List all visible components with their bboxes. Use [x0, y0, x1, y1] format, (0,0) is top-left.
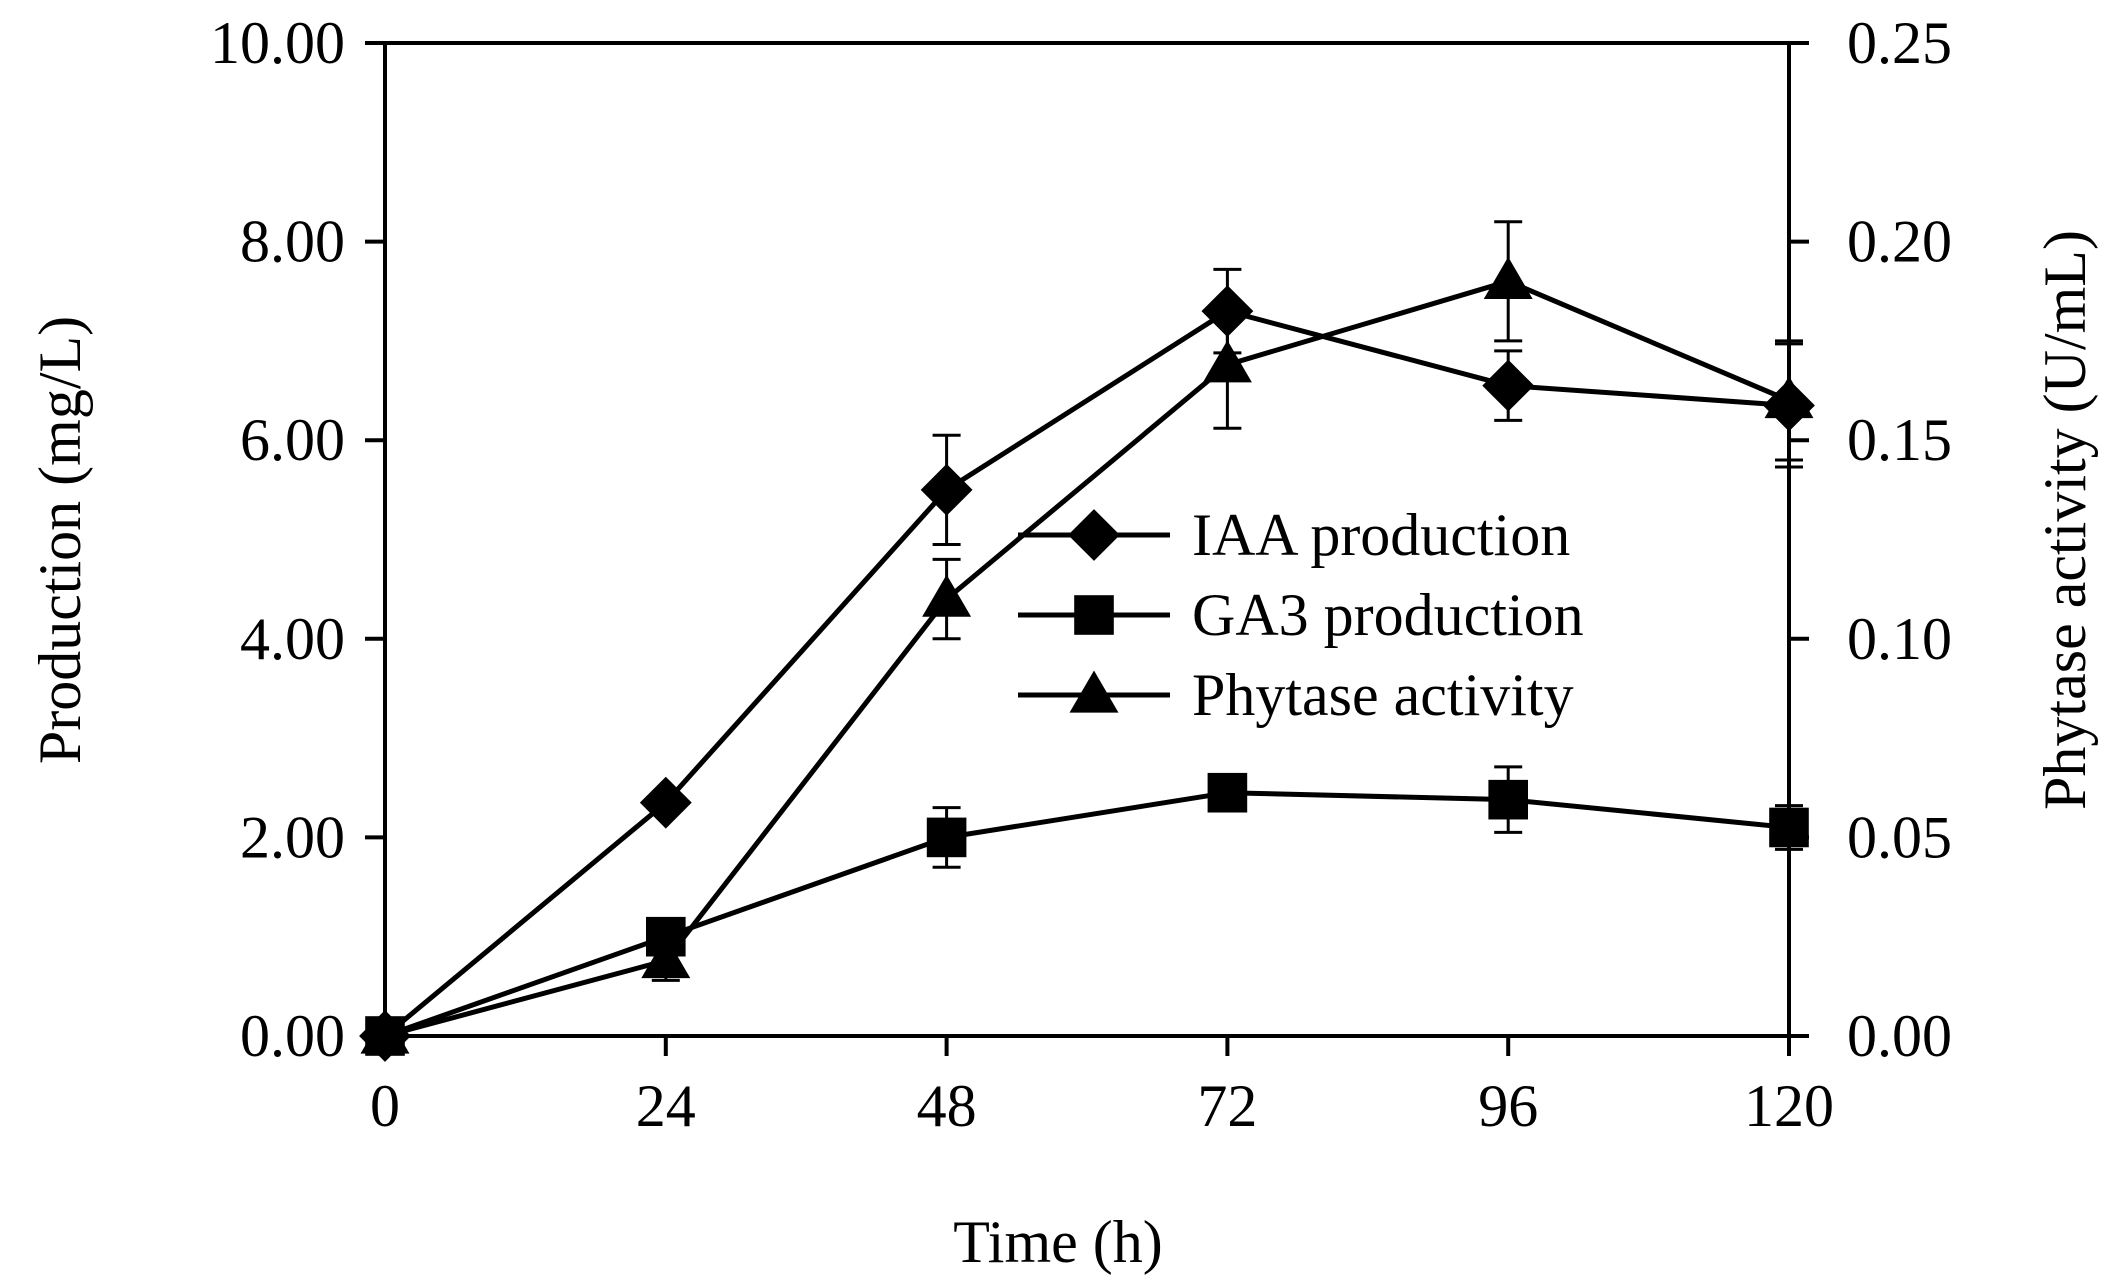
legend-item: IAA production: [1018, 502, 1570, 568]
series-iaa-production: [359, 267, 1815, 1062]
legend: IAA production GA3 production Phytase acti…: [1018, 502, 1584, 728]
legend-marker: [1074, 595, 1114, 635]
data-point: [639, 776, 692, 829]
y-tick-label: 0.00: [240, 1003, 345, 1069]
x-tick-label: 0: [370, 1073, 400, 1139]
y2-axis-label: Phytase activity (U/mL): [2032, 230, 2098, 810]
y2-tick-label: 0.20: [1847, 209, 1952, 275]
axis-ticks: 0 24 48 72 96 1200.002.004.006.008.0010.000.0…: [210, 10, 1952, 1139]
legend-marker: [1069, 670, 1119, 713]
series-phytase-activity: [360, 220, 1814, 1054]
series-line: [384, 278, 1790, 1039]
legend-marker: [1068, 509, 1120, 561]
x-tick-label: 48: [917, 1073, 977, 1139]
x-axis-label: Time (h): [953, 1209, 1162, 1275]
y-tick-label: 2.00: [240, 804, 345, 870]
data-point: [920, 463, 973, 516]
data-point: [926, 817, 967, 858]
x-tick-label: 24: [636, 1073, 696, 1139]
y-tick-label: 4.00: [240, 606, 345, 672]
data-point: [1202, 340, 1252, 383]
data-point: [1769, 807, 1809, 848]
y2-tick-label: 0.25: [1847, 10, 1952, 76]
y2-tick-label: 0.00: [1847, 1003, 1952, 1069]
y-tick-label: 10.00: [210, 10, 345, 76]
x-tick-label: 120: [1744, 1073, 1834, 1139]
y-tick-label: 8.00: [240, 209, 345, 275]
y2-tick-label: 0.10: [1847, 606, 1952, 672]
data-point: [1207, 772, 1248, 813]
legend-item: GA3 production: [1018, 582, 1584, 648]
y2-tick-label: 0.05: [1847, 804, 1952, 870]
y2-tick-label: 0.15: [1847, 407, 1952, 473]
data-point: [1488, 779, 1528, 820]
series-ga3-production: [365, 765, 1809, 1056]
x-tick-label: 72: [1197, 1073, 1257, 1139]
legend-label: IAA production: [1192, 502, 1570, 568]
data-point: [1764, 376, 1814, 419]
y-axis-label: Production (mg/L): [27, 316, 93, 764]
series-layer: [359, 220, 1815, 1062]
y-tick-label: 6.00: [240, 407, 345, 473]
plot-frame: [383, 41, 1791, 1038]
legend-label: GA3 production: [1192, 582, 1584, 648]
data-point: [1483, 256, 1533, 299]
legend-label: Phytase activity: [1192, 662, 1574, 728]
series-line: [383, 308, 1790, 1038]
series-line: [384, 790, 1790, 1039]
data-point: [922, 574, 972, 617]
data-point: [1482, 359, 1535, 412]
data-point: [360, 1011, 410, 1054]
x-tick-label: 96: [1478, 1073, 1538, 1139]
data-point: [641, 936, 691, 979]
legend-item: Phytase activity: [1018, 662, 1574, 728]
